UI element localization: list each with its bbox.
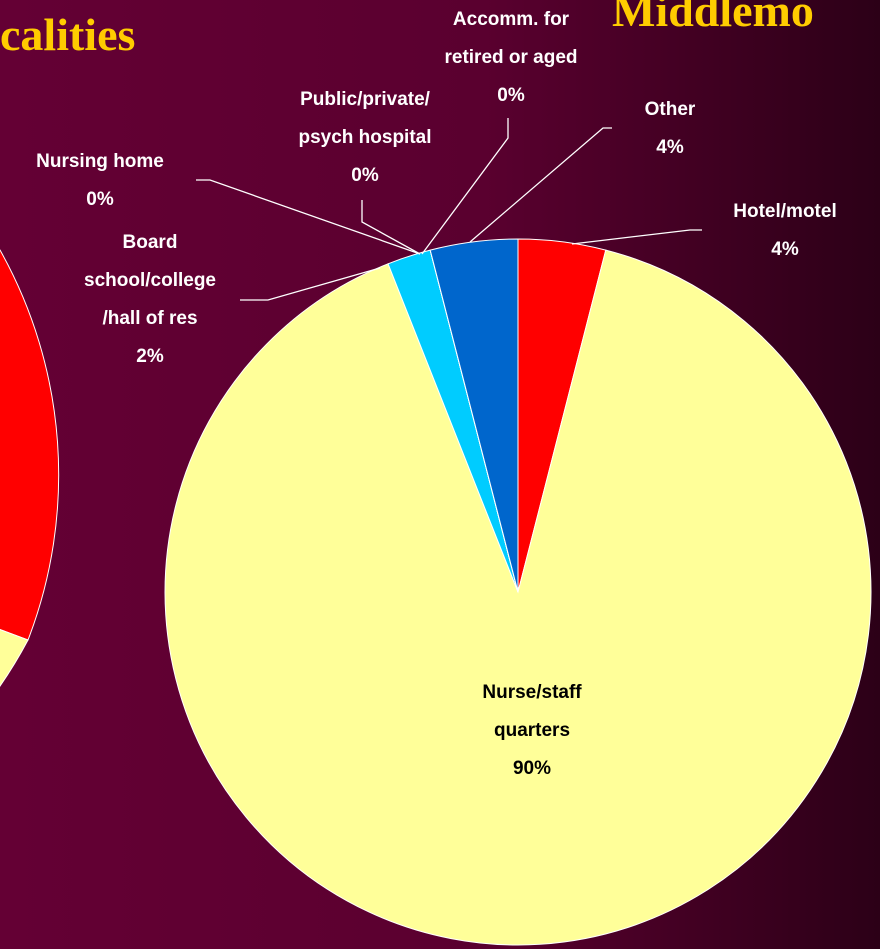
pie-slice — [164, 249, 872, 946]
category-label: Public/private/ psych hospital — [298, 89, 432, 148]
data-label: Other 4% — [645, 91, 696, 167]
cropped-slice — [0, 628, 29, 687]
value-label: 4% — [771, 239, 799, 260]
value-label: 4% — [656, 137, 684, 158]
data-label: Nurse/staff quarters 90% — [482, 674, 581, 788]
category-label: Hotel/motel — [733, 201, 837, 222]
leader-line — [361, 200, 421, 255]
slide-title: Middlemo — [612, 0, 814, 36]
category-label: Other — [644, 99, 696, 120]
pie — [164, 238, 872, 946]
leader-line — [196, 179, 421, 255]
cropped-slice — [0, 249, 60, 641]
data-label: Accomm. for retired or aged 0% — [444, 1, 577, 115]
leader-line — [240, 267, 381, 301]
value-label: 0% — [497, 85, 525, 106]
data-label: Hotel/motel 4% — [733, 193, 836, 269]
leader-lines — [196, 118, 702, 301]
value-label: 0% — [86, 189, 114, 210]
pie-slice — [429, 238, 519, 593]
cropped-pie — [0, 249, 60, 687]
value-label: 0% — [351, 165, 379, 186]
leader-line — [469, 127, 612, 243]
category-label: Nursing home — [36, 151, 164, 172]
category-label: Accomm. for retired or aged — [444, 9, 578, 68]
category-label: Nurse/staff quarters — [482, 682, 582, 741]
leader-line — [421, 118, 509, 255]
value-label: 2% — [136, 346, 164, 367]
data-label: Board school/college /hall of res 2% — [84, 224, 216, 376]
data-label: Nursing home 0% — [36, 143, 164, 219]
value-label: 90% — [512, 758, 552, 779]
data-label: Public/private/ psych hospital 0% — [298, 81, 431, 195]
slide-title: calities — [0, 9, 136, 60]
leader-line — [571, 229, 702, 245]
category-label: Board school/college /hall of res — [84, 232, 216, 329]
